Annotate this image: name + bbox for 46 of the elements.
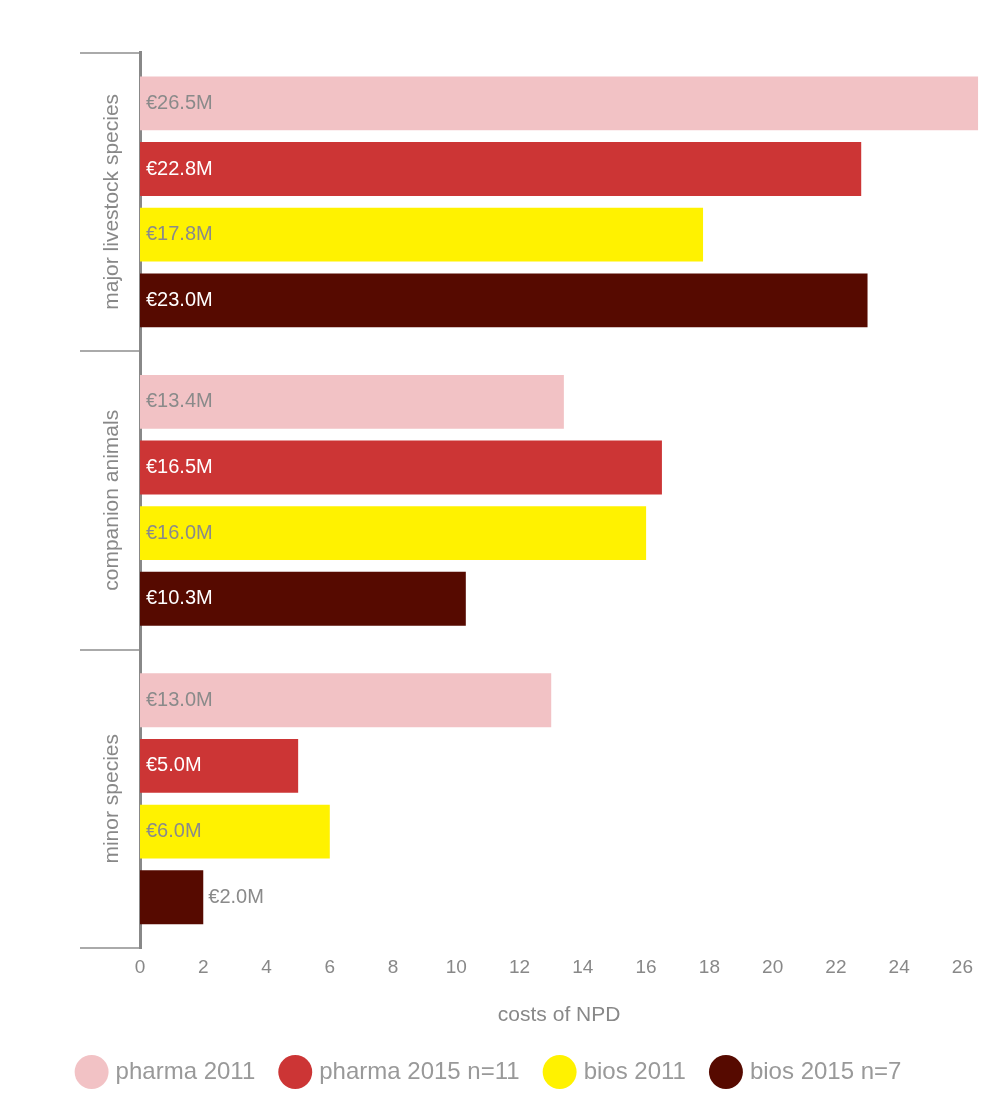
bar [140, 673, 552, 728]
x-tick-label: 12 [509, 955, 531, 977]
data-label: €10.3M [146, 586, 213, 609]
x-axis-title: costs of NPD [497, 1002, 621, 1026]
data-label: €16.5M [146, 454, 213, 477]
bar [140, 273, 868, 328]
data-label: €23.0M [146, 287, 213, 310]
data-label: €16.0M [146, 520, 213, 543]
data-label: €13.4M [146, 389, 213, 412]
bar [140, 804, 330, 859]
data-label: €5.0M [146, 753, 202, 776]
x-tick-label: 14 [572, 955, 594, 977]
bar [140, 76, 979, 131]
data-label: €26.5M [146, 90, 213, 113]
bar [140, 571, 466, 626]
x-tick-label: 2 [197, 955, 209, 977]
x-tick-label: 22 [825, 955, 847, 977]
x-tick-label: 20 [762, 955, 784, 977]
x-tick-label: 6 [324, 955, 336, 977]
x-tick-label: 26 [951, 955, 973, 977]
x-tick-label: 24 [888, 955, 911, 977]
x-tick-label: 18 [698, 955, 720, 977]
data-label: €2.0M [208, 884, 264, 907]
legend-label: pharma 2011 [115, 1056, 256, 1084]
legend-label: bios 2011 [583, 1056, 686, 1084]
x-tick-label: 16 [635, 955, 657, 977]
x-tick-label: 10 [445, 955, 467, 977]
bar [140, 739, 299, 793]
y-tick-label: companion animals [98, 409, 122, 591]
y-tick-label: major livestock species [98, 93, 122, 310]
bar [140, 142, 862, 196]
x-tick-label: 8 [387, 955, 399, 977]
data-label: €6.0M [146, 819, 202, 842]
bar [140, 374, 564, 429]
y-tick-label: minor species [98, 733, 122, 864]
data-label: €13.0M [146, 687, 213, 710]
x-tick-label: 4 [261, 955, 273, 977]
legend-label: bios 2015 n=7 [749, 1056, 902, 1084]
data-label: €17.8M [146, 222, 213, 245]
bar [140, 506, 647, 561]
x-tick-label: 0 [134, 955, 146, 977]
bar [140, 207, 704, 262]
legend-label: pharma 2015 n=11 [319, 1056, 520, 1084]
bar [140, 440, 662, 495]
bar [140, 870, 204, 925]
data-label: €22.8M [146, 156, 213, 179]
